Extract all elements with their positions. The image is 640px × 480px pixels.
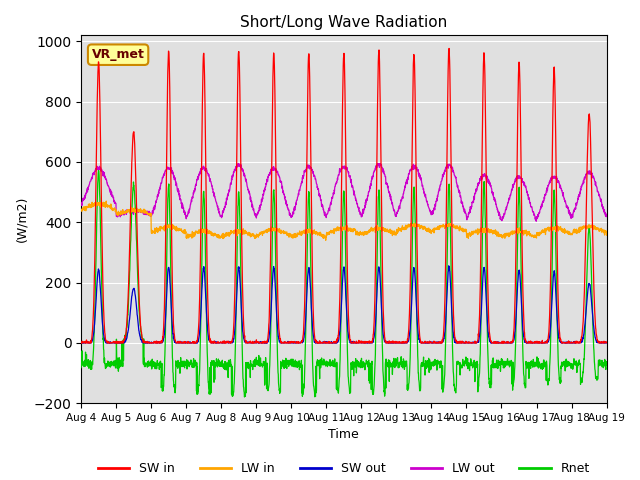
Text: VR_met: VR_met: [92, 48, 145, 61]
Legend: SW in, LW in, SW out, LW out, Rnet: SW in, LW in, SW out, LW out, Rnet: [93, 457, 595, 480]
Y-axis label: (W/m2): (W/m2): [15, 196, 28, 242]
X-axis label: Time: Time: [328, 429, 359, 442]
Title: Short/Long Wave Radiation: Short/Long Wave Radiation: [240, 15, 447, 30]
